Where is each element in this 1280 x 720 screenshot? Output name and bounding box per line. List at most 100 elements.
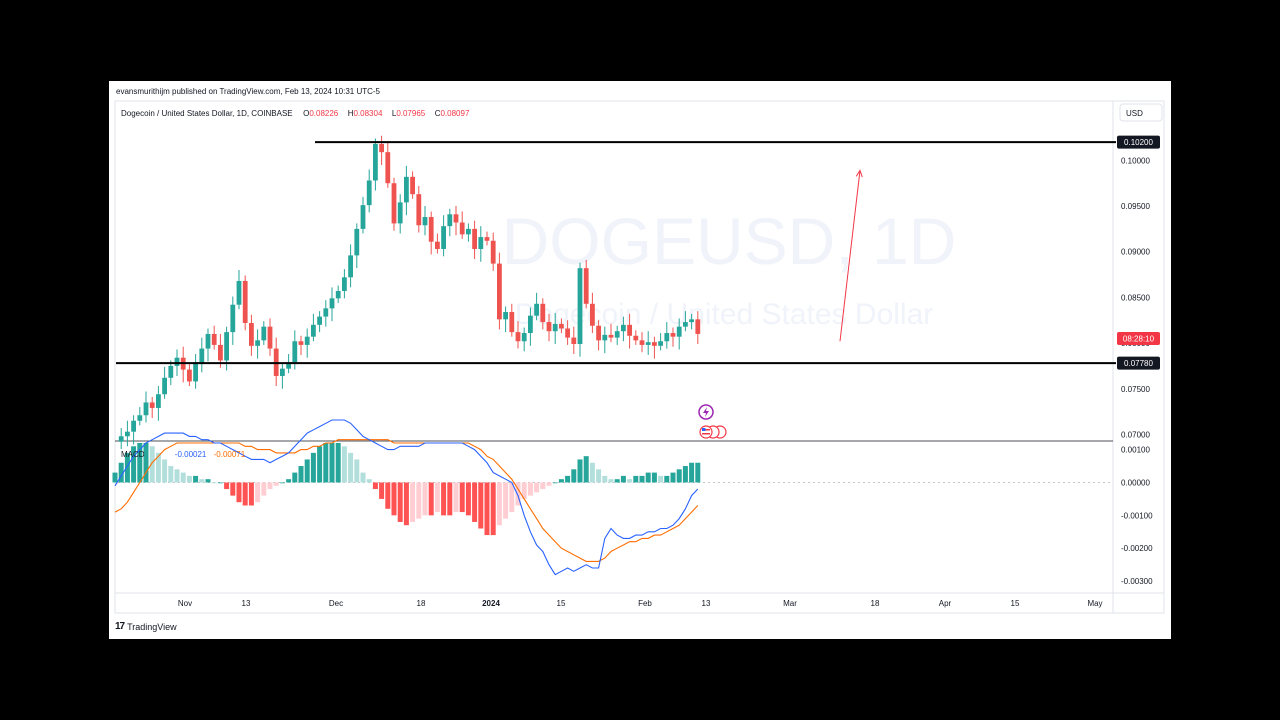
time-tick-label: 13 (702, 599, 711, 608)
candle-body (236, 280, 242, 305)
macd-histogram-bar (149, 446, 155, 483)
candle-body (242, 280, 248, 323)
chart-canvas[interactable]: DOGEUSD, 1D Dogecoin / United States Dol… (109, 81, 1171, 621)
candle-body (211, 333, 217, 345)
macd-histogram-bar (596, 469, 602, 483)
candle-body (267, 326, 273, 349)
lightning-event-icon[interactable] (698, 404, 714, 420)
macd-histogram-bar (174, 469, 180, 483)
legend-high: 0.08304 (353, 109, 382, 118)
macd-histogram-bar (552, 482, 558, 484)
candle-body (205, 333, 211, 349)
us-flag-event-icons[interactable] (699, 425, 727, 439)
candle-body (466, 228, 471, 235)
legend-close: 0.08097 (440, 109, 469, 118)
macd-histogram-bar (217, 482, 223, 484)
candle-body (534, 303, 539, 316)
candle-body (645, 342, 651, 345)
candle-body (125, 431, 130, 437)
macd-histogram-bar (341, 446, 347, 483)
macd-histogram-bar (360, 472, 366, 483)
countdown-text: 08:28:10 (1123, 335, 1155, 344)
candle-body (695, 319, 701, 334)
macd-histogram-bar (633, 475, 639, 483)
macd-histogram-bar (608, 479, 614, 483)
candle-body (230, 304, 236, 333)
macd-label: MACD (121, 450, 145, 459)
macd-histogram-bar (614, 479, 620, 483)
macd-histogram-bar (670, 472, 676, 483)
macd-value: -0.00021 (175, 450, 207, 459)
macd-histogram-bar (143, 443, 149, 483)
macd-histogram-bar (267, 482, 273, 490)
price-tick-label: 0.10000 (1121, 156, 1150, 165)
horizontal-levels[interactable]: 0.10200 0.07780 (116, 135, 1160, 370)
candle-body (199, 348, 205, 363)
time-tick-label: Mar (783, 599, 797, 608)
candle-body (174, 357, 180, 366)
candle-body (348, 255, 353, 278)
candle-body (447, 214, 453, 227)
currency-button[interactable]: USD (1119, 103, 1163, 122)
candle-body (670, 333, 676, 337)
candle-body (683, 322, 688, 327)
macd-histogram-bar (180, 472, 186, 483)
candle-body (187, 369, 192, 382)
macd-histogram-bar (372, 482, 378, 490)
time-tick-label: 15 (557, 599, 566, 608)
macd-histogram-bar (292, 472, 298, 483)
macd-histogram-bar (385, 482, 391, 509)
macd-histogram-bar (224, 482, 230, 490)
macd-histogram-bar (323, 443, 329, 483)
macd-histogram-bar (602, 475, 608, 483)
macd-histogram-bar (434, 482, 440, 513)
macd-histogram-bar (546, 482, 552, 486)
candle-body (565, 328, 570, 338)
macd-histogram-bar (286, 479, 292, 483)
candle-body (218, 344, 223, 361)
time-tick-label: 18 (871, 599, 880, 608)
countdown-badge: 08:28:10 (1117, 332, 1160, 345)
candle-body (249, 322, 254, 346)
candle-body (286, 362, 291, 369)
candle-body (472, 228, 477, 249)
arrow-shaft (839, 170, 861, 342)
macd-histogram-bar (397, 482, 403, 522)
macd-histogram-bar (211, 482, 217, 484)
candle-body (410, 176, 415, 195)
candlestick-series (118, 135, 701, 450)
macd-histogram-bar (242, 482, 248, 506)
macd-histogram-bar (639, 475, 645, 483)
candle-body (435, 241, 440, 249)
candle-body (261, 326, 267, 341)
legend-close-label: C (435, 109, 441, 118)
tradingview-logo[interactable]: 17 TradingView (115, 621, 177, 632)
macd-histogram-bar (682, 466, 688, 483)
level-price-badge (1117, 135, 1160, 149)
candle-body (379, 143, 384, 153)
macd-tick-label: -0.00300 (1121, 577, 1153, 586)
candle-body (162, 377, 167, 395)
macd-histogram-bar (137, 443, 143, 483)
candle-body (676, 326, 682, 337)
candle-body (503, 312, 508, 320)
candle-body (311, 324, 316, 337)
candle-body (143, 402, 149, 416)
candle-body (571, 337, 577, 344)
macd-histogram-bar (279, 482, 285, 484)
candle-body (323, 308, 329, 317)
macd-histogram-bar (162, 459, 168, 483)
macd-histogram-bar (503, 482, 509, 519)
candle-body (131, 420, 136, 432)
candle-body (552, 323, 558, 332)
candle-body (366, 180, 372, 206)
macd-tick-label: 0.00100 (1121, 446, 1150, 455)
time-tick-label: 18 (417, 599, 426, 608)
signal-value: -0.00071 (214, 450, 246, 459)
legend-high-label: H (348, 109, 354, 118)
time-tick-label: 15 (1011, 599, 1020, 608)
projection-arrow[interactable] (839, 169, 863, 342)
macd-histogram-bar (459, 482, 465, 513)
macd-histogram-bar (571, 469, 577, 483)
macd-histogram-bar (255, 482, 261, 503)
